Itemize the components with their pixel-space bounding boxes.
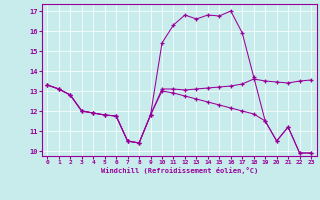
X-axis label: Windchill (Refroidissement éolien,°C): Windchill (Refroidissement éolien,°C) (100, 167, 258, 174)
